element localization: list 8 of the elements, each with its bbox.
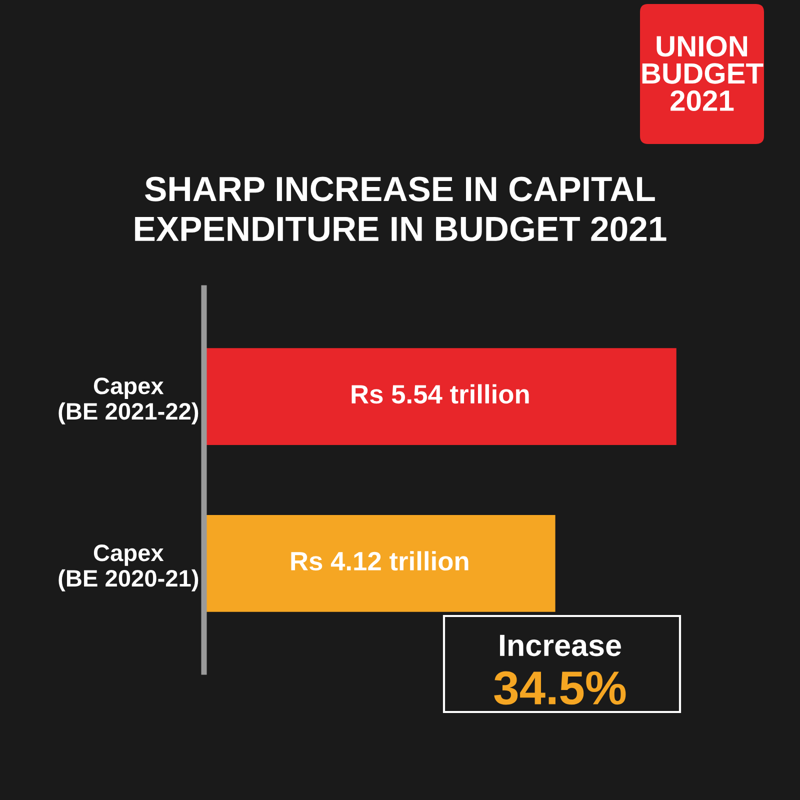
chart-title: SHARP INCREASE IN CAPITAL EXPENDITURE IN BUDGET 2021 [135,176,666,242]
annotation: Increase [500,634,621,656]
data-label: Rs 4.12 trillion [291,551,468,571]
y-tick-label: Capex (BE 2021-22) [58,378,198,424]
data-label: Rs 5.54 trillion [352,384,529,404]
text: UNION BUDGET 2021 [642,36,764,112]
annotation: 34.5% [494,671,626,705]
y-tick-label: Capex (BE 2020-21) [58,544,198,592]
